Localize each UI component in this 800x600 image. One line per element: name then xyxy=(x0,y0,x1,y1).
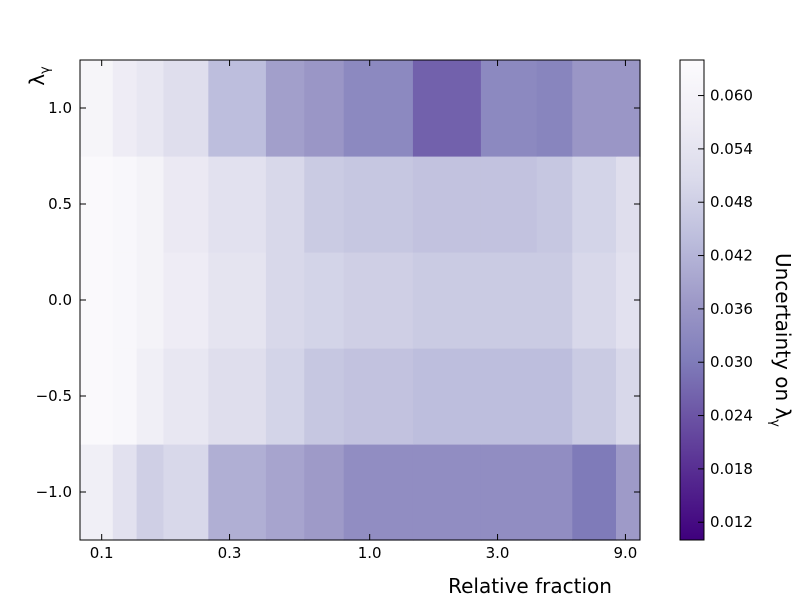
heatmap-cell xyxy=(112,156,138,253)
colorbar-tick-label: 0.024 xyxy=(710,407,753,425)
heatmap-cell xyxy=(412,60,482,157)
colorbar-tick-label: 0.030 xyxy=(710,353,753,371)
colorbar-tick-label: 0.060 xyxy=(710,87,753,105)
heatmap-cell xyxy=(412,444,482,541)
heatmap-cell xyxy=(208,60,267,157)
colorbar-tick-label: 0.018 xyxy=(710,460,753,478)
colorbar-tick-label: 0.036 xyxy=(710,300,753,318)
heatmap-cell xyxy=(572,348,617,445)
colorbar-label: Uncertainty on λγ xyxy=(767,253,795,427)
heatmap-cell xyxy=(572,60,617,157)
x-tick-label: 3.0 xyxy=(486,544,510,562)
heatmap-cell xyxy=(343,444,414,541)
y-tick-label: 1.0 xyxy=(48,99,72,117)
heatmap-cell xyxy=(112,60,138,157)
heatmap-cell xyxy=(208,156,267,253)
heatmap-cell xyxy=(163,444,209,541)
heatmap-cell xyxy=(572,156,617,253)
x-tick-label: 1.0 xyxy=(358,544,382,562)
heatmap-cell xyxy=(265,444,305,541)
heatmap-cell xyxy=(304,156,345,253)
heatmap-cell xyxy=(112,444,138,541)
heatmap-cell xyxy=(112,252,138,349)
heatmap-cell xyxy=(136,348,165,445)
x-axis-ticks: 0.1 0.3 1.0 3.0 9.0 xyxy=(90,60,638,562)
heatmap-cell xyxy=(136,60,165,157)
heatmap-cell xyxy=(412,156,482,253)
heatmap-cell xyxy=(163,348,209,445)
heatmap-cell xyxy=(480,444,538,541)
heatmap-cell xyxy=(480,156,538,253)
heatmap-cell xyxy=(480,252,538,349)
x-tick-label: 0.1 xyxy=(90,544,114,562)
heatmap-cell xyxy=(412,252,482,349)
heatmap-cells xyxy=(80,60,641,541)
heatmap-cell xyxy=(136,252,165,349)
colorbar-tick-label: 0.048 xyxy=(710,193,753,211)
heatmap-cell xyxy=(265,348,305,445)
heatmap-cell xyxy=(163,60,209,157)
y-tick-label: 0.5 xyxy=(48,195,72,213)
heatmap-cell xyxy=(208,348,267,445)
heatmap-cell xyxy=(480,60,538,157)
heatmap-cell xyxy=(304,252,345,349)
heatmap-cell xyxy=(536,156,573,253)
y-tick-label: −0.5 xyxy=(36,387,72,405)
heatmap-cell xyxy=(208,444,267,541)
heatmap-cell xyxy=(536,60,573,157)
colorbar-tick-label: 0.054 xyxy=(710,140,753,158)
y-axis-ticks: −1.0 −0.5 0.0 0.5 1.0 xyxy=(36,99,640,501)
heatmap-cell xyxy=(343,156,414,253)
heatmap-cell xyxy=(112,348,138,445)
heatmap-cell xyxy=(343,252,414,349)
heatmap-cell xyxy=(536,444,573,541)
heatmap-cell xyxy=(136,444,165,541)
heatmap-cell xyxy=(536,348,573,445)
heatmap-cell xyxy=(536,252,573,349)
x-tick-label: 9.0 xyxy=(614,544,638,562)
heatmap-cell xyxy=(265,156,305,253)
heatmap-cell xyxy=(343,348,414,445)
heatmap-cell xyxy=(163,252,209,349)
heatmap-cell xyxy=(208,252,267,349)
colorbar-tick-label: 0.042 xyxy=(710,247,753,265)
heatmap-cell xyxy=(136,156,165,253)
y-tick-label: −1.0 xyxy=(36,483,72,501)
heatmap-cell xyxy=(265,60,305,157)
heatmap-cell xyxy=(304,60,345,157)
heatmap-cell xyxy=(572,252,617,349)
x-axis-label: Relative fraction xyxy=(448,574,612,598)
heatmap-cell xyxy=(304,348,345,445)
heatmap-cell xyxy=(480,348,538,445)
heatmap-cell xyxy=(265,252,305,349)
heatmap-cell xyxy=(163,156,209,253)
heatmap-cell xyxy=(343,60,414,157)
y-tick-label: 0.0 xyxy=(48,291,72,309)
heatmap-cell xyxy=(412,348,482,445)
heatmap-cell xyxy=(304,444,345,541)
colorbar-tick-label: 0.012 xyxy=(710,513,753,531)
colorbar-ticks: 0.012 0.018 0.024 0.030 0.036 0.042 0.048 0.054… xyxy=(698,87,753,531)
x-tick-label: 0.3 xyxy=(218,544,242,562)
heatmap-cell xyxy=(572,444,617,541)
colorbar xyxy=(679,59,705,541)
y-axis-label: λγ xyxy=(25,66,53,86)
